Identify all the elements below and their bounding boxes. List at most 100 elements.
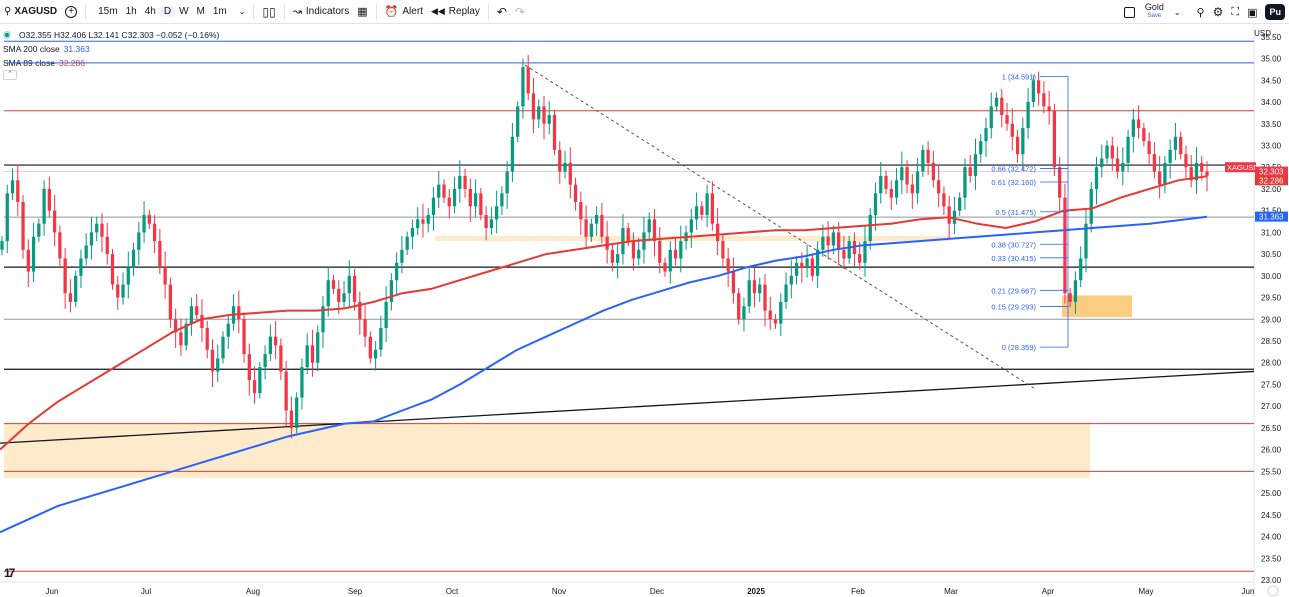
sma200-legend[interactable]: SMA 200 close 31.363 — [3, 42, 219, 56]
candle-body — [42, 188, 46, 224]
candle-body — [1136, 119, 1141, 129]
toolbar-divider — [253, 3, 255, 20]
candle-body — [479, 193, 483, 216]
candle-body — [395, 262, 399, 281]
candle-body — [179, 332, 183, 346]
candle-body — [547, 115, 551, 124]
candle-body — [616, 254, 620, 263]
candle-body — [852, 241, 857, 255]
candle-body — [47, 188, 51, 211]
interval-dropdown-button[interactable]: ⌄ — [235, 0, 250, 24]
chart-type-button[interactable]: ▯▯ — [258, 0, 279, 24]
candle-body — [163, 267, 167, 285]
candle-body — [937, 180, 941, 194]
candle-body — [968, 167, 972, 176]
candle-body — [326, 280, 330, 307]
interval-D[interactable]: D — [159, 6, 176, 17]
candle-body — [558, 149, 562, 172]
candle-body — [731, 271, 736, 294]
support-zone — [1062, 295, 1132, 318]
candle-body — [505, 171, 509, 194]
fib-level-label: 0.15 (29.293) — [991, 303, 1036, 312]
last-price-tag-bg — [1255, 166, 1288, 177]
layout-save-status: Save — [1147, 13, 1162, 19]
candle-body — [437, 184, 441, 198]
candle-body — [442, 184, 446, 198]
candle-body — [868, 215, 872, 242]
templates-button[interactable]: ▦ — [353, 0, 371, 24]
candle-body — [1168, 149, 1172, 163]
y-tick-label: 33.50 — [1261, 120, 1282, 129]
candle-body — [973, 154, 978, 176]
candle-body — [121, 284, 125, 298]
publish-button[interactable]: Pu — [1261, 0, 1289, 24]
candle-body — [421, 219, 425, 224]
candle-body — [1047, 106, 1051, 111]
candle-body — [1131, 119, 1135, 137]
y-tick-label: 23.00 — [1261, 576, 1282, 585]
candle-body — [1158, 171, 1162, 185]
layout-menu-button[interactable]: ⌄ — [1170, 0, 1185, 24]
candle-body — [168, 284, 173, 320]
quick-search-button[interactable]: ⚲ — [1193, 0, 1209, 24]
layout-name-button[interactable]: Gold Save — [1139, 3, 1170, 21]
candle-body — [205, 327, 209, 350]
replay-label: Replay — [448, 6, 480, 17]
replay-button[interactable]: ◀◀ Replay — [427, 0, 484, 24]
redo-button[interactable]: ↷ — [511, 0, 529, 24]
candle-body — [200, 314, 204, 328]
fib-level-label: 0.33 (30.415) — [991, 254, 1036, 263]
candle-body — [989, 106, 993, 129]
interval-4h[interactable]: 4h — [144, 6, 156, 17]
candle-body — [142, 215, 146, 233]
symbol-search[interactable]: ⚲ XAGUSD — [0, 0, 61, 24]
candle-body — [815, 249, 820, 276]
settings-button[interactable]: ⚙ — [1209, 0, 1228, 24]
long-term-trendline — [0, 370, 1255, 444]
fullscreen-button[interactable]: ⛶ — [1227, 0, 1243, 24]
candle-body — [68, 293, 73, 302]
candle-body — [347, 275, 351, 294]
candle-body — [263, 354, 267, 368]
candle-body — [337, 288, 341, 302]
candle-body — [389, 280, 394, 302]
candle-body — [1147, 141, 1151, 155]
candle-body — [589, 223, 593, 237]
candle-body — [237, 306, 241, 320]
indicators-button[interactable]: ↝ Indicators — [289, 0, 354, 24]
y-tick-label: 23.50 — [1261, 554, 1282, 563]
candle-body — [184, 323, 188, 346]
candle-body — [1152, 154, 1157, 172]
interval-15m[interactable]: 15m — [98, 6, 118, 17]
candle-body — [373, 349, 378, 359]
candle-body — [84, 245, 88, 259]
undo-button[interactable]: ↶ — [493, 0, 511, 24]
interval-1h[interactable]: 1h — [125, 6, 137, 17]
sma89-line — [0, 175, 1208, 451]
candle-body — [831, 232, 836, 246]
candle-body — [16, 180, 20, 202]
snapshot-button[interactable]: ▣ — [1243, 0, 1261, 24]
collapse-legend-button[interactable]: ⌃ — [3, 70, 17, 80]
candle-body — [31, 236, 36, 272]
alert-button[interactable]: ⏰ Alert — [381, 0, 427, 24]
x-tick-label: Nov — [552, 587, 566, 596]
layout-toggle-button[interactable] — [1120, 0, 1139, 24]
toolbar-divider — [85, 3, 87, 20]
candle-body — [352, 275, 357, 302]
interval-M[interactable]: M — [196, 6, 205, 17]
compare-symbol-button[interactable]: + — [61, 0, 81, 24]
interval-1m[interactable]: 1m — [212, 6, 227, 17]
candle-body — [668, 249, 672, 272]
candle-body — [405, 236, 409, 250]
currency-label[interactable]: USD — [1254, 29, 1271, 38]
x-tick-label: Sep — [348, 587, 363, 596]
interval-W[interactable]: W — [179, 6, 189, 17]
candle-body — [858, 254, 862, 263]
candle-body — [1005, 115, 1009, 124]
candle-body — [431, 197, 436, 216]
candle-body — [531, 93, 536, 120]
candle-body — [74, 275, 78, 302]
x-tick-label: Jul — [141, 587, 151, 596]
